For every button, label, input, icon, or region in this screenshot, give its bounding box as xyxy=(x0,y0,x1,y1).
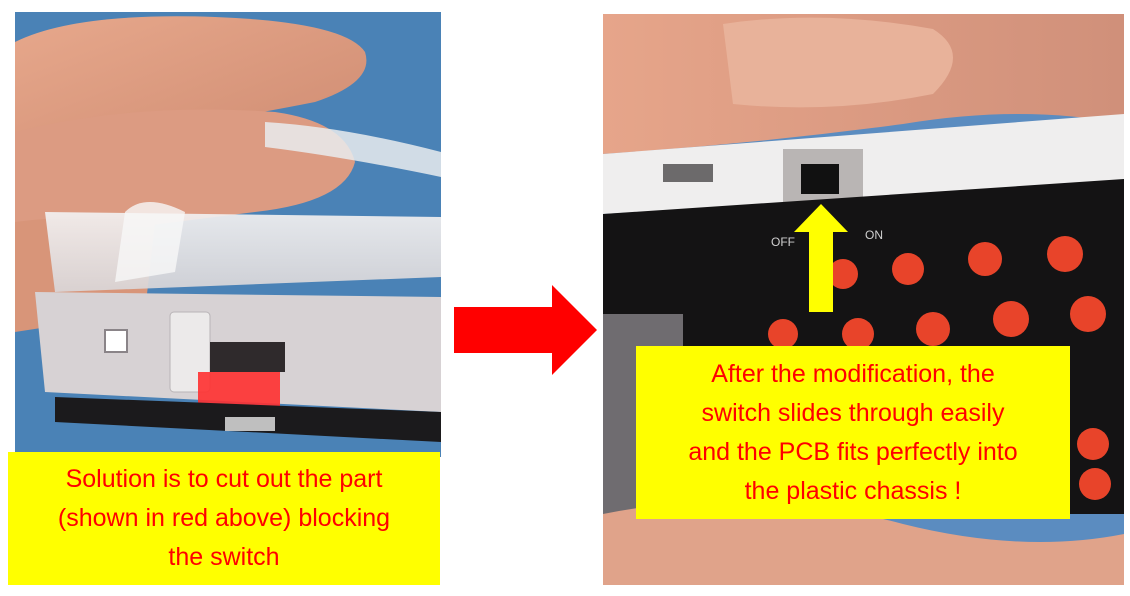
on-label: ON xyxy=(865,228,883,242)
led xyxy=(892,253,924,285)
led xyxy=(1077,428,1109,460)
led xyxy=(768,319,798,349)
led xyxy=(1070,296,1106,332)
led xyxy=(828,259,858,289)
arrow-right-icon xyxy=(454,285,597,375)
photo-before-modification xyxy=(15,12,441,457)
led xyxy=(993,301,1029,337)
caption-line: Solution is to cut out the part xyxy=(65,465,383,493)
caption-left: Solution is to cut out the part (shown i… xyxy=(8,452,440,585)
led xyxy=(968,242,1002,276)
off-label: OFF xyxy=(771,235,795,249)
led xyxy=(842,318,874,350)
arrow-up-icon xyxy=(794,204,848,312)
caption-line: and the PCB fits perfectly into xyxy=(688,437,1018,466)
led xyxy=(1047,236,1083,272)
caption-line: the switch xyxy=(168,543,280,571)
caption-right: After the modification, the switch slide… xyxy=(636,346,1070,519)
led-array xyxy=(768,236,1111,500)
led xyxy=(916,312,950,346)
caption-line: After the modification, the xyxy=(711,359,995,388)
photo-before-illustration xyxy=(15,12,441,457)
led xyxy=(1079,468,1111,500)
caption-line: switch slides through easily xyxy=(701,398,1005,427)
caption-line: the plastic chassis ! xyxy=(744,476,962,505)
caption-line: (shown in red above) blocking xyxy=(57,504,391,532)
